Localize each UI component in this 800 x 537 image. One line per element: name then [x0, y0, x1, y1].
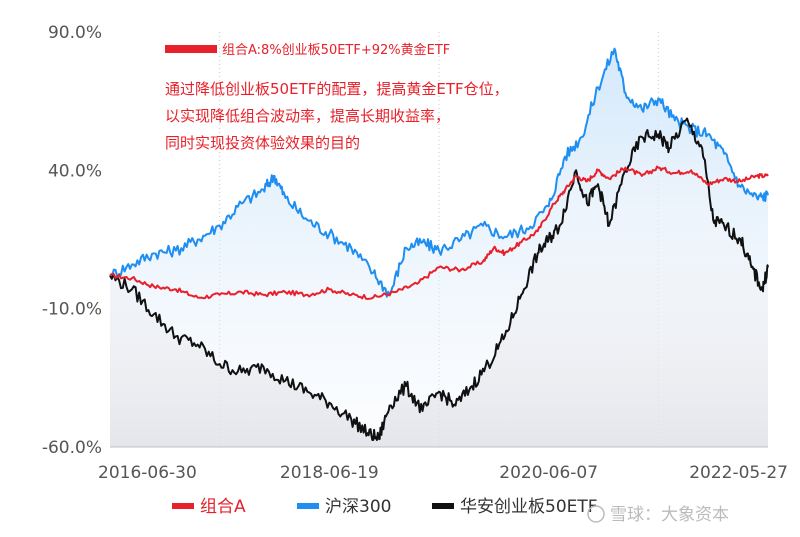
series-areas	[110, 48, 768, 447]
y-tick-label: 90.0%	[48, 23, 102, 43]
series-line-gem	[109, 117, 769, 441]
annotation-line-3: 同时实现投资体验效果的目的	[165, 134, 360, 152]
y-tick-label: 40.0%	[48, 161, 102, 181]
legend-label-combo: 组合A	[200, 497, 246, 517]
watermark: 雪球：大象资本	[587, 505, 729, 525]
series-line-combo	[109, 165, 769, 300]
legend-title: 组合A:8%创业板50ETF+92%黄金ETF	[222, 42, 450, 58]
x-tick-label: 2016-06-30	[98, 463, 197, 483]
annotation-line-1: 通过降低创业板50ETF的配置，提高黄金ETF仓位，	[165, 80, 509, 98]
series-line-hs300	[109, 47, 769, 298]
x-tick-label: 2022-05-27	[689, 463, 788, 483]
annotation-line-2: 以实现降低组合波动率，提高长期收益率，	[165, 107, 450, 125]
legend-title-swatch	[165, 45, 217, 53]
legend-label-gem: 华安创业板50ETF	[460, 497, 598, 517]
legend-swatch-combo	[172, 503, 194, 509]
y-tick-label: -60.0%	[42, 438, 102, 458]
series-lines	[109, 47, 769, 441]
x-tick-label: 2020-06-07	[499, 463, 598, 483]
y-axis-ticks: 90.0% 40.0% -10.0% -60.0%	[42, 23, 102, 458]
x-axis-ticks: 2016-06-30 2018-06-19 2020-06-07 2022-05-27	[98, 463, 788, 483]
legend-swatch-hs300	[297, 503, 319, 509]
snowball-logo-icon	[587, 505, 605, 523]
gem-area	[110, 118, 768, 447]
legend-swatch-gem	[432, 503, 454, 509]
watermark-text: 雪球：大象资本	[610, 505, 729, 525]
legend: 组合A 沪深300 华安创业板50ETF	[172, 497, 598, 517]
legend-label-hs300: 沪深300	[325, 497, 391, 517]
y-tick-label: -10.0%	[42, 300, 102, 320]
x-tick-label: 2018-06-19	[280, 463, 379, 483]
